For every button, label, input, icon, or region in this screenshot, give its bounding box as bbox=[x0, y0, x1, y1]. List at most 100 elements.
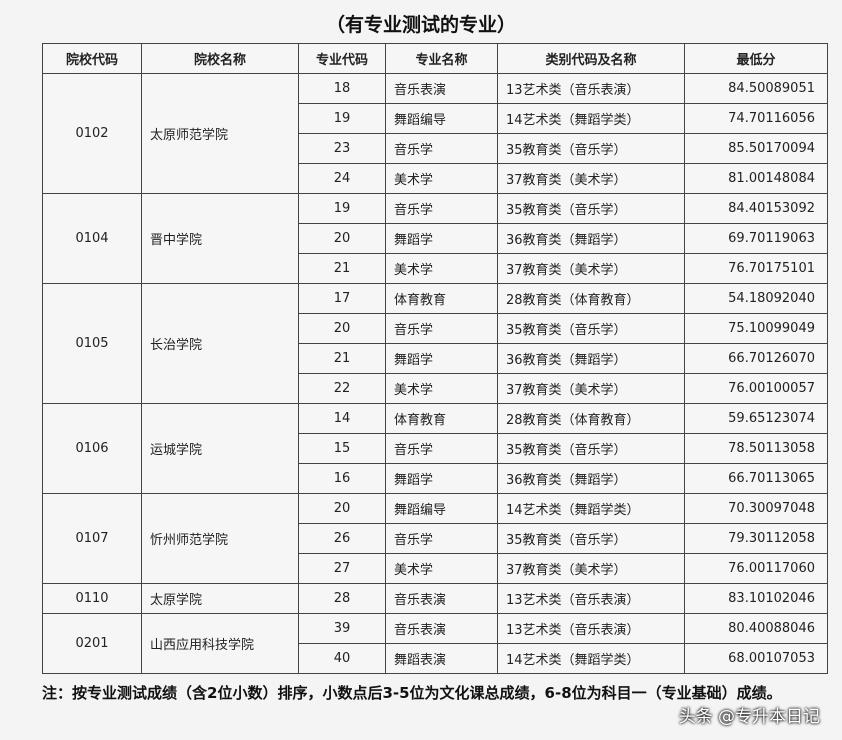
table-row: 22 美术学 37教育类（美术学） 76.00100057 bbox=[43, 373, 828, 404]
major-code: 22 bbox=[298, 373, 386, 404]
major-code: 39 bbox=[298, 613, 386, 644]
table-row: 0110 太原学院 28 音乐表演 13艺术类（音乐表演） 83.10102046 bbox=[42, 583, 828, 614]
category: 35教育类（音乐学） bbox=[497, 313, 685, 344]
major-code: 14 bbox=[298, 403, 386, 434]
category: 28教育类（体育教育） bbox=[497, 403, 685, 434]
min-score: 76.00117060 bbox=[684, 553, 828, 584]
major-code: 28 bbox=[298, 583, 386, 614]
major-code: 16 bbox=[298, 463, 386, 494]
category: 37教育类（美术学） bbox=[497, 553, 685, 584]
major-name: 音乐学 bbox=[385, 133, 498, 164]
min-score: 80.40088046 bbox=[684, 613, 828, 644]
major-name: 音乐学 bbox=[385, 523, 498, 554]
table-row: 19 舞蹈编导 14艺术类（舞蹈学类） 74.70116056 bbox=[43, 103, 828, 134]
category: 36教育类（舞蹈学） bbox=[497, 223, 685, 254]
min-score: 74.70116056 bbox=[684, 103, 828, 134]
major-code: 40 bbox=[298, 643, 386, 674]
min-score: 78.50113058 bbox=[684, 433, 828, 464]
min-score: 75.10099049 bbox=[684, 313, 828, 344]
school-code: 0107 bbox=[42, 493, 142, 584]
school-name: 太原师范学院 bbox=[141, 73, 299, 194]
category: 37教育类（美术学） bbox=[497, 253, 685, 284]
major-code: 19 bbox=[298, 103, 386, 134]
category: 28教育类（体育教育） bbox=[497, 283, 685, 314]
major-name: 音乐表演 bbox=[385, 583, 498, 614]
major-name: 舞蹈学 bbox=[385, 463, 498, 494]
min-score: 76.70175101 bbox=[684, 253, 828, 284]
header-major-name: 专业名称 bbox=[385, 43, 498, 74]
major-code: 18 bbox=[298, 73, 386, 104]
table-row: 40 舞蹈表演 14艺术类（舞蹈学类） 68.00107053 bbox=[43, 643, 828, 674]
major-code: 20 bbox=[298, 313, 386, 344]
major-name: 音乐表演 bbox=[385, 73, 498, 104]
table-row: 20 舞蹈学 36教育类（舞蹈学） 69.70119063 bbox=[43, 223, 828, 254]
min-score: 69.70119063 bbox=[684, 223, 828, 254]
min-score: 59.65123074 bbox=[684, 403, 828, 434]
major-name: 舞蹈编导 bbox=[385, 493, 498, 524]
min-score: 83.10102046 bbox=[684, 583, 828, 614]
major-name: 体育教育 bbox=[385, 283, 498, 314]
score-table: 院校代码 院校名称 专业代码 专业名称 类别代码及名称 最低分 0102 太原师范… bbox=[42, 43, 828, 674]
min-score: 84.40153092 bbox=[684, 193, 828, 224]
category: 35教育类（音乐学） bbox=[497, 433, 685, 464]
category: 14艺术类（舞蹈学类） bbox=[497, 643, 685, 674]
school-name: 太原学院 bbox=[141, 583, 299, 614]
table-row: 0105 长治学院 17 体育教育 28教育类（体育教育） 54.18092040 bbox=[42, 283, 828, 404]
table-row: 0106 运城学院 14 体育教育 28教育类（体育教育） 59.65123074 bbox=[42, 403, 828, 494]
table-row: 0107 忻州师范学院 20 舞蹈编导 14艺术类（舞蹈学类） 70.30097048 bbox=[42, 493, 828, 584]
page-title: （有专业测试的专业） bbox=[325, 14, 516, 36]
min-score: 76.00100057 bbox=[684, 373, 828, 404]
header-school-name: 院校名称 bbox=[141, 43, 299, 74]
major-name: 美术学 bbox=[385, 163, 498, 194]
table-row: 21 美术学 37教育类（美术学） 76.70175101 bbox=[43, 253, 828, 284]
major-code: 24 bbox=[298, 163, 386, 194]
school-name: 长治学院 bbox=[141, 283, 299, 404]
header-min-score: 最低分 bbox=[684, 43, 828, 74]
category: 35教育类（音乐学） bbox=[497, 523, 685, 554]
major-name: 体育教育 bbox=[385, 403, 498, 434]
category: 37教育类（美术学） bbox=[497, 373, 685, 404]
major-code: 21 bbox=[298, 253, 386, 284]
min-score: 66.70126070 bbox=[684, 343, 828, 374]
min-score: 85.50170094 bbox=[684, 133, 828, 164]
major-code: 26 bbox=[298, 523, 386, 554]
footnote: 注：按专业测试成绩（含2位小数）排序，小数点后3-5位为文化课总成绩，6-8位为… bbox=[42, 684, 782, 702]
major-code: 23 bbox=[298, 133, 386, 164]
category: 14艺术类（舞蹈学类） bbox=[497, 103, 685, 134]
min-score: 68.00107053 bbox=[684, 643, 828, 674]
category: 14艺术类（舞蹈学类） bbox=[497, 493, 685, 524]
major-code: 21 bbox=[298, 343, 386, 374]
major-name: 音乐学 bbox=[385, 193, 498, 224]
major-code: 20 bbox=[298, 493, 386, 524]
school-code: 0110 bbox=[42, 583, 142, 614]
table-row: 26 音乐学 35教育类（音乐学） 79.30112058 bbox=[43, 523, 828, 554]
category: 35教育类（音乐学） bbox=[497, 133, 685, 164]
major-name: 美术学 bbox=[385, 553, 498, 584]
category: 36教育类（舞蹈学） bbox=[497, 343, 685, 374]
school-name: 山西应用科技学院 bbox=[141, 613, 299, 674]
major-name: 舞蹈编导 bbox=[385, 103, 498, 134]
header-category: 类别代码及名称 bbox=[497, 43, 685, 74]
major-code: 19 bbox=[298, 193, 386, 224]
school-code: 0104 bbox=[42, 193, 142, 284]
school-code: 0105 bbox=[42, 283, 142, 404]
table-row: 24 美术学 37教育类（美术学） 81.00148084 bbox=[43, 163, 828, 194]
header-major-code: 专业代码 bbox=[298, 43, 386, 74]
major-name: 美术学 bbox=[385, 253, 498, 284]
school-code: 0102 bbox=[42, 73, 142, 194]
major-code: 15 bbox=[298, 433, 386, 464]
table-row: 23 音乐学 35教育类（音乐学） 85.50170094 bbox=[43, 133, 828, 164]
category: 13艺术类（音乐表演） bbox=[497, 583, 685, 614]
min-score: 79.30112058 bbox=[684, 523, 828, 554]
major-name: 美术学 bbox=[385, 373, 498, 404]
table-row: 21 舞蹈学 36教育类（舞蹈学） 66.70126070 bbox=[43, 343, 828, 374]
major-name: 舞蹈学 bbox=[385, 223, 498, 254]
school-code: 0201 bbox=[42, 613, 142, 674]
min-score: 54.18092040 bbox=[684, 283, 828, 314]
table-row: 0102 太原师范学院 18 音乐表演 13艺术类（音乐表演） 84.50089051 bbox=[42, 73, 828, 194]
table-row: 27 美术学 37教育类（美术学） 76.00117060 bbox=[43, 553, 828, 584]
category: 13艺术类（音乐表演） bbox=[497, 613, 685, 644]
header-school-code: 院校代码 bbox=[42, 43, 142, 74]
school-name: 晋中学院 bbox=[141, 193, 299, 284]
major-code: 20 bbox=[298, 223, 386, 254]
